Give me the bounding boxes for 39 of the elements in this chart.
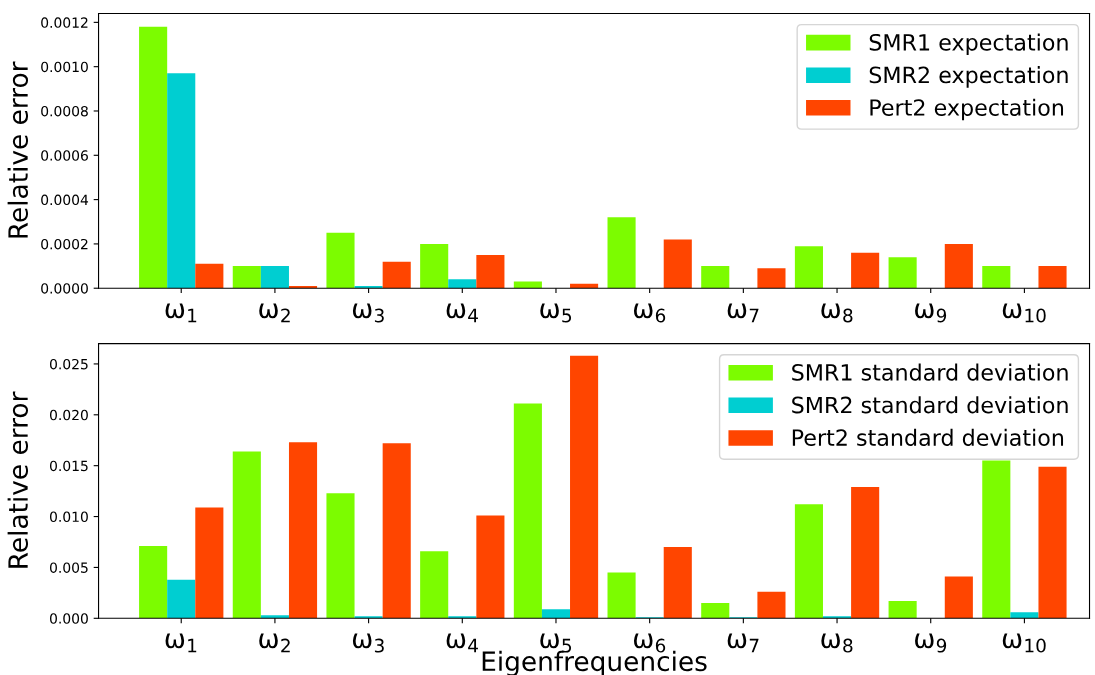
y-tick-label: 0.020 xyxy=(49,409,88,421)
x-tick-label: ω$_{10}$ xyxy=(1002,303,1046,323)
y-tick-label: 0.0004 xyxy=(41,194,89,206)
y-tick-label: 0.015 xyxy=(49,460,88,472)
x-tick-label: ω$_{1}$ xyxy=(165,633,197,653)
x-tick-label: ω$_{7}$ xyxy=(727,633,759,653)
x-tick-label: ω$_{4}$ xyxy=(446,633,478,653)
x-tick-label: ω$_{3}$ xyxy=(352,303,384,323)
x-tick-label: ω$_{2}$ xyxy=(259,303,290,323)
y-tick-label: 0.005 xyxy=(49,562,88,573)
y-tick-label: 0.0000 xyxy=(41,283,88,294)
x-tick-label: ω$_{2}$ xyxy=(259,633,290,653)
x-tick-label: ω$_{1}$ xyxy=(165,303,197,323)
y-axis-title: Relative error xyxy=(7,61,29,238)
legend-label: SMR1 expectation xyxy=(869,33,1068,56)
y-axis-title: Relative error xyxy=(7,391,29,568)
legend-label: SMR2 standard deviation xyxy=(792,396,1068,414)
x-tick-label: ω$_{10}$ xyxy=(1002,633,1046,653)
y-tick-label: 0.0006 xyxy=(41,150,88,161)
y-tick-label: 0.010 xyxy=(49,511,88,523)
y-tick-label: 0.025 xyxy=(49,358,88,370)
x-tick-label: ω$_{3}$ xyxy=(352,633,384,653)
x-tick-label: ω$_{9}$ xyxy=(915,303,947,323)
y-tick-label: 0.0010 xyxy=(41,61,88,73)
legend-label: Pert2 expectation xyxy=(870,98,1064,121)
x-tick-label: ω$_{5}$ xyxy=(540,303,572,323)
y-tick-label: 0.0012 xyxy=(41,17,88,28)
legend-label: SMR1 standard deviation xyxy=(792,363,1068,381)
x-tick-label: ω$_{7}$ xyxy=(727,303,759,323)
x-tick-label: ω$_{8}$ xyxy=(821,633,853,653)
x-tick-label: ω$_{8}$ xyxy=(821,303,853,323)
x-tick-label: ω$_{9}$ xyxy=(915,633,947,653)
x-tick-label: ω$_{4}$ xyxy=(446,303,478,323)
x-tick-label: ω$_{6}$ xyxy=(633,303,666,323)
legend-label: SMR2 expectation xyxy=(869,66,1068,88)
y-tick-label: 0.0002 xyxy=(41,238,88,250)
y-tick-label: 0.000 xyxy=(49,613,88,624)
y-tick-label: 0.0008 xyxy=(41,105,88,117)
legend-label: Pert2 standard deviation xyxy=(792,428,1064,447)
